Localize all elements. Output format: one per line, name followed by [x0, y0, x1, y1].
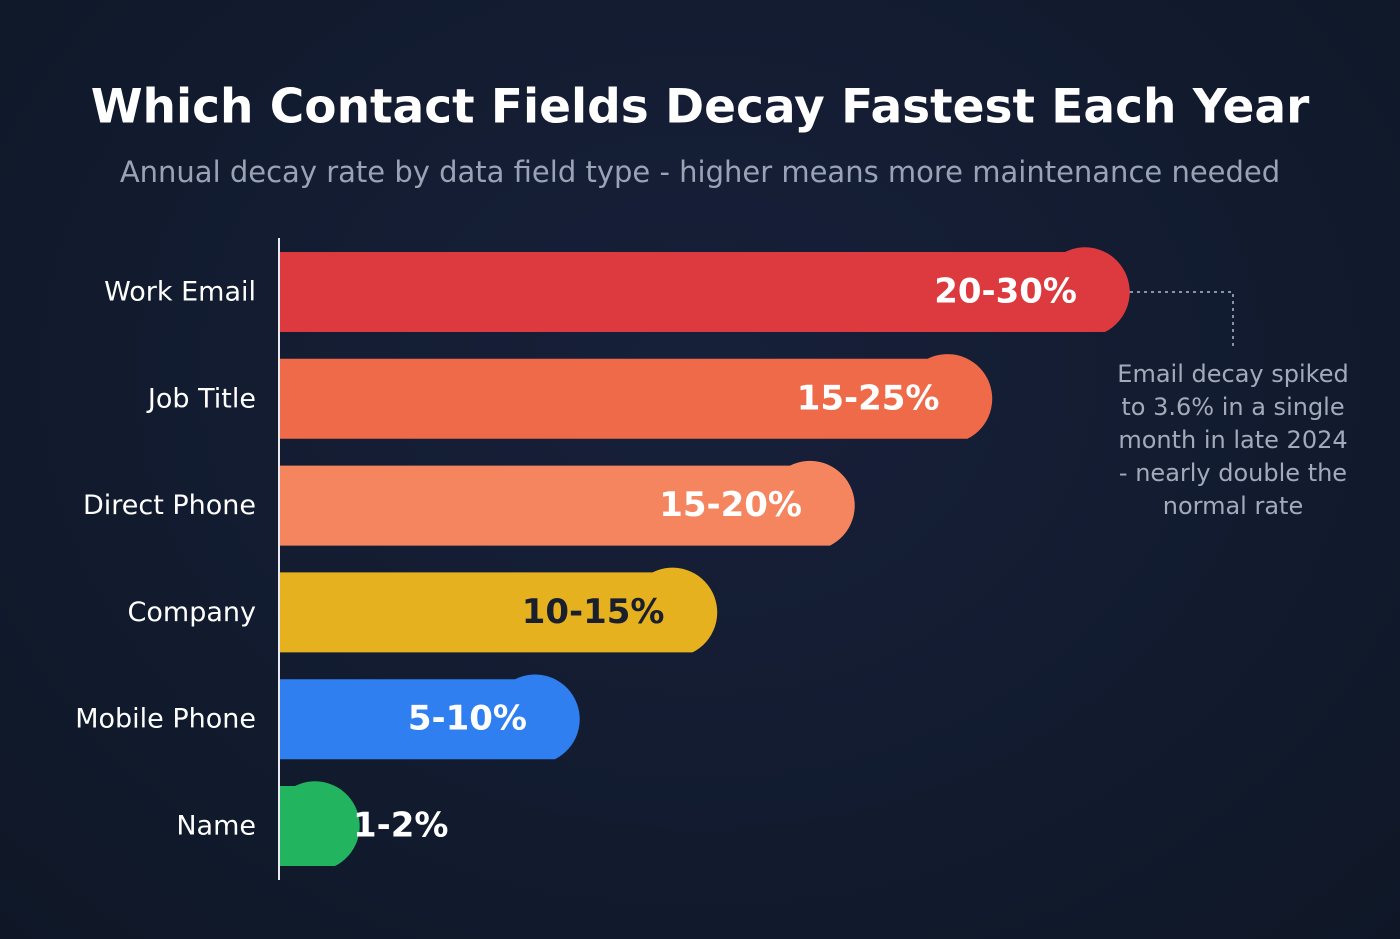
annotation: Email decay spiked to 3.6% in a single m…	[1117, 360, 1349, 520]
value-label: 20-30%	[934, 272, 1077, 312]
category-label: Mobile Phone	[75, 704, 256, 735]
category-label: Company	[128, 597, 256, 628]
value-label: 15-25%	[797, 378, 940, 418]
value-label: 1-2%	[353, 806, 449, 846]
bar	[280, 247, 1130, 332]
chart-subtitle: Annual decay rate by data field type - h…	[120, 155, 1280, 189]
category-label: Job Title	[146, 383, 256, 414]
annotation-connector	[1130, 291, 1234, 350]
value-label: 15-20%	[659, 485, 802, 525]
bar	[280, 460, 855, 546]
bar	[280, 354, 993, 439]
category-label: Direct Phone	[83, 490, 256, 521]
bar	[280, 567, 718, 653]
value-label: 10-15%	[522, 592, 665, 632]
value-label: 5-10%	[408, 699, 527, 739]
chart-title: Which Contact Fields Decay Fastest Each …	[91, 80, 1310, 135]
category-label: Name	[176, 811, 256, 842]
bar	[280, 674, 580, 760]
category-label: Work Email	[104, 277, 256, 308]
bar	[280, 781, 360, 866]
